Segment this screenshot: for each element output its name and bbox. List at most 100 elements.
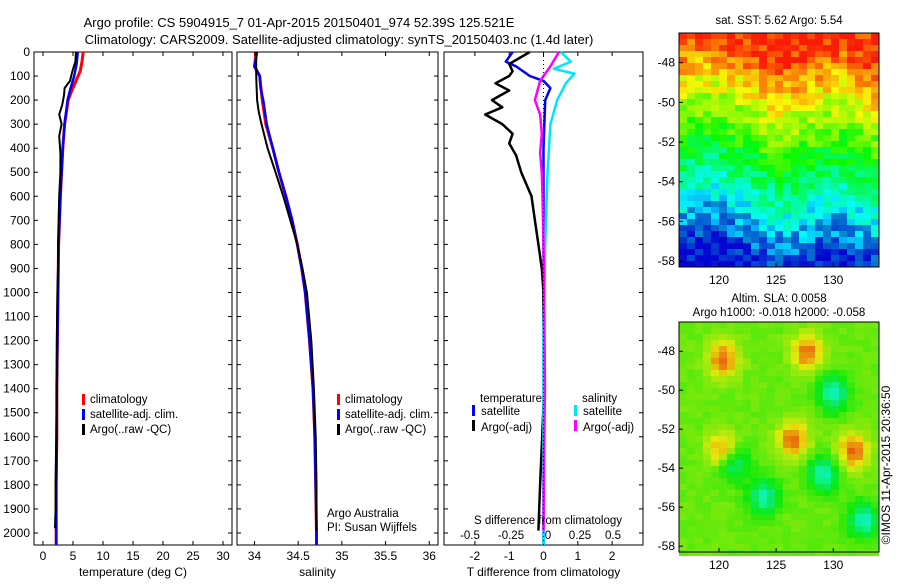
map-cell (831, 514, 839, 520)
map-cell (823, 466, 831, 472)
map-cell (855, 442, 863, 448)
map-cell (783, 123, 791, 129)
map-cell (751, 159, 759, 165)
map-cell (743, 63, 751, 69)
map-cell (751, 364, 759, 370)
map-cell (695, 57, 703, 63)
map-cell (687, 135, 695, 141)
map-cell (871, 502, 879, 508)
map-cell (807, 117, 815, 123)
map-cell (735, 261, 743, 267)
map-cell (759, 436, 767, 442)
map-cell (807, 496, 815, 502)
map-cell (791, 370, 799, 376)
map-cell (695, 123, 703, 129)
map-cell (775, 334, 783, 340)
map-cell (855, 177, 863, 183)
map-cell (847, 255, 855, 261)
map-cell (815, 478, 823, 484)
map-cell (855, 129, 863, 135)
map-cell (679, 249, 687, 255)
map-cell (863, 123, 871, 129)
map-cell (799, 514, 807, 520)
map-cell (847, 93, 855, 99)
map-cell (679, 165, 687, 171)
y-tick-label: 1900 (3, 502, 30, 516)
map-cell (791, 39, 799, 45)
map-cell (775, 105, 783, 111)
map-cell (847, 334, 855, 340)
map-cell (839, 436, 847, 442)
map-cell (863, 544, 871, 550)
map-cell (775, 382, 783, 388)
map-cell (695, 105, 703, 111)
secondary-x-tick-label: -0.5 (460, 530, 480, 542)
map-cell (703, 322, 711, 328)
map-cell (711, 484, 719, 490)
map-cell (695, 376, 703, 382)
map-cell (863, 207, 871, 213)
map-cell (719, 430, 727, 436)
map-cell (703, 466, 711, 472)
map-cell (687, 484, 695, 490)
map-cell (735, 442, 743, 448)
map-cell (855, 370, 863, 376)
map-cell (727, 39, 735, 45)
map-cell (847, 478, 855, 484)
map-cell (855, 364, 863, 370)
map-cell (695, 532, 703, 538)
map-cell (823, 376, 831, 382)
map-cell (855, 490, 863, 496)
map-cell (751, 382, 759, 388)
map-cell (759, 550, 767, 556)
map-cell (791, 448, 799, 454)
map-cell (799, 57, 807, 63)
map-cell (743, 51, 751, 57)
map-cell (767, 394, 775, 400)
map-cell (775, 225, 783, 231)
map-cell (775, 93, 783, 99)
map-cell (831, 207, 839, 213)
map-cell (775, 183, 783, 189)
map-cell (847, 430, 855, 436)
map-cell (711, 520, 719, 526)
map-cell (743, 219, 751, 225)
legend-title: temperature (480, 393, 542, 405)
map-cell (831, 249, 839, 255)
map-cell (703, 364, 711, 370)
map-cell (679, 129, 687, 135)
map-cell (711, 153, 719, 159)
map-cell (839, 51, 847, 57)
map-cell (799, 370, 807, 376)
map-cell (791, 183, 799, 189)
map-cell (823, 153, 831, 159)
map-cell (791, 75, 799, 81)
map-cell (831, 51, 839, 57)
map-cell (839, 472, 847, 478)
map-cell (807, 340, 815, 346)
map-cell (855, 33, 863, 39)
map-cell (815, 502, 823, 508)
map-cell (799, 358, 807, 364)
x-tick-label: 25 (186, 549, 200, 563)
map-cell (863, 532, 871, 538)
map-cell (839, 105, 847, 111)
map-cell (743, 147, 751, 153)
map-cell (791, 328, 799, 334)
x-tick-label: 34.5 (286, 549, 310, 563)
map-cell (783, 484, 791, 490)
map-cell (727, 153, 735, 159)
map-cell (743, 135, 751, 141)
map-cell (847, 544, 855, 550)
map-cell (823, 358, 831, 364)
map-cell (679, 496, 687, 502)
map-cell (855, 466, 863, 472)
map-cell (839, 526, 847, 532)
map-cell (847, 183, 855, 189)
map-cell (775, 129, 783, 135)
map-cell (799, 334, 807, 340)
map-cell (759, 412, 767, 418)
map-cell (847, 514, 855, 520)
map-cell (807, 255, 815, 261)
